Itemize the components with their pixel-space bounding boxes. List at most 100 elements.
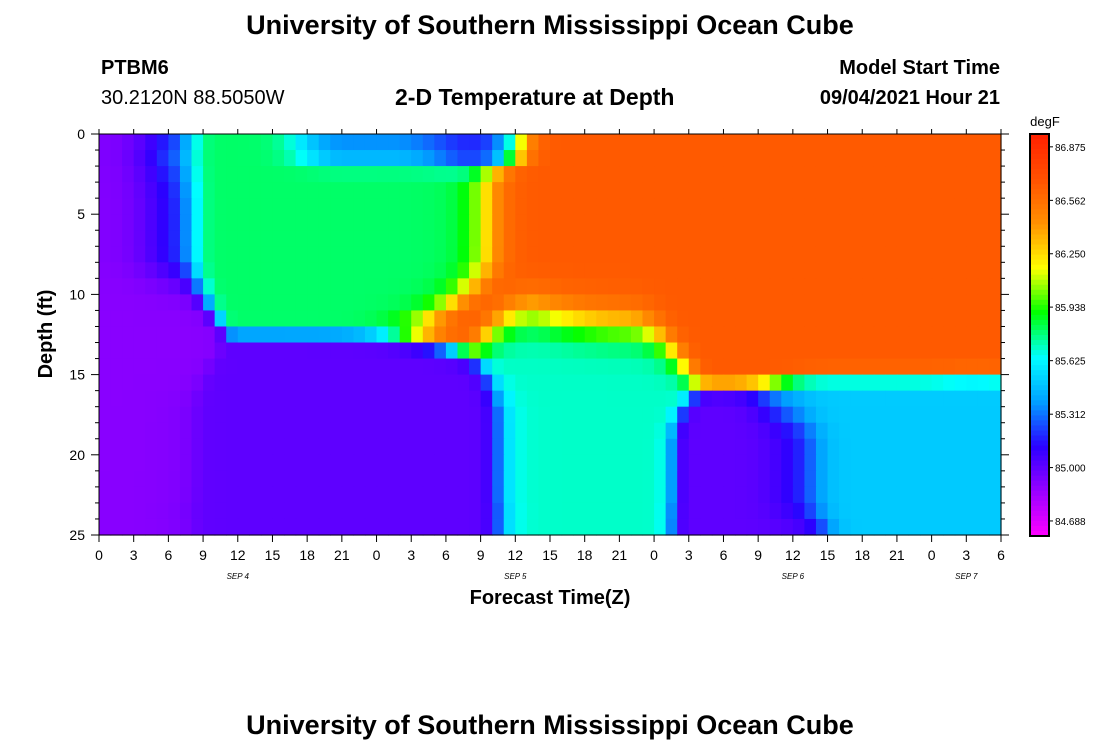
- heatmap-cell: [827, 134, 840, 151]
- heatmap-cell: [295, 342, 308, 360]
- heatmap-cell: [954, 262, 967, 279]
- heatmap-cell: [804, 166, 817, 183]
- heatmap-cell: [896, 214, 910, 231]
- heatmap-cell: [122, 422, 135, 440]
- heatmap-cell: [977, 438, 991, 456]
- heatmap-cell: [815, 246, 829, 263]
- heatmap-cell: [550, 278, 563, 295]
- heatmap-cell: [457, 166, 470, 183]
- heatmap-cell: [260, 150, 274, 167]
- heatmap-cell: [295, 166, 308, 183]
- heatmap-cell: [573, 198, 586, 215]
- heatmap-cell: [908, 486, 921, 504]
- heatmap-cell: [376, 310, 389, 328]
- heatmap-cell: [307, 230, 320, 247]
- heatmap-cell: [399, 454, 412, 472]
- heatmap-cell: [330, 390, 343, 408]
- heatmap-cell: [411, 294, 424, 312]
- date-label: SEP 5: [504, 572, 527, 581]
- heatmap-cell: [376, 262, 389, 279]
- heatmap-cell: [99, 294, 112, 312]
- heatmap-cell: [619, 294, 632, 312]
- heatmap-cell: [538, 390, 551, 408]
- heatmap-cell: [469, 390, 482, 408]
- heatmap-cell: [237, 454, 250, 472]
- heatmap-cell: [735, 470, 748, 488]
- heatmap-cell: [237, 166, 250, 183]
- heatmap-cell: [688, 294, 701, 312]
- heatmap-cell: [573, 486, 586, 504]
- heatmap-cell: [307, 486, 320, 504]
- heatmap-cell: [353, 374, 366, 392]
- heatmap-cell: [503, 470, 516, 488]
- heatmap-cell: [711, 246, 725, 263]
- heatmap-cell: [908, 358, 921, 376]
- x-tick-label: 15: [820, 547, 836, 563]
- heatmap-cell: [619, 422, 632, 440]
- heatmap-cell: [284, 406, 297, 424]
- heatmap-cell: [341, 518, 355, 536]
- heatmap-cell: [573, 310, 586, 328]
- heatmap-cell: [561, 294, 574, 312]
- heatmap-cell: [330, 406, 343, 424]
- heatmap-cell: [99, 278, 112, 295]
- heatmap-cell: [607, 262, 620, 279]
- heatmap-cell: [307, 182, 320, 199]
- heatmap-cell: [804, 294, 817, 312]
- heatmap-cell: [422, 150, 435, 167]
- heatmap-cell: [573, 358, 586, 376]
- heatmap-cell: [133, 486, 146, 504]
- heatmap-cell: [792, 438, 806, 456]
- heatmap-cell: [596, 246, 609, 263]
- heatmap-cell: [353, 246, 366, 263]
- heatmap-cell: [226, 214, 239, 231]
- colorbar-segment: [1030, 164, 1049, 170]
- heatmap-cell: [630, 246, 644, 263]
- heatmap-cell: [931, 182, 944, 199]
- heatmap-cell: [538, 278, 551, 295]
- heatmap-cell: [862, 342, 875, 360]
- heatmap-cell: [341, 134, 355, 151]
- heatmap-cell: [584, 134, 597, 151]
- heatmap-cell: [179, 310, 193, 328]
- heatmap-cell: [526, 374, 540, 392]
- heatmap-cell: [249, 166, 262, 183]
- colorbar-segment: [1030, 289, 1049, 296]
- heatmap-cell: [723, 150, 736, 167]
- heatmap-cell: [515, 502, 528, 520]
- heatmap-cell: [931, 454, 944, 472]
- heatmap-cell: [885, 390, 898, 408]
- heatmap-cell: [307, 198, 320, 215]
- heatmap-cell: [168, 198, 181, 215]
- heatmap-cell: [411, 198, 424, 215]
- heatmap-cell: [307, 134, 320, 151]
- heatmap-cell: [110, 502, 123, 520]
- heatmap-cell: [434, 486, 447, 504]
- heatmap-cell: [804, 358, 817, 376]
- heatmap-cell: [943, 214, 956, 231]
- heatmap-cell: [133, 502, 146, 520]
- heatmap-cell: [226, 518, 239, 536]
- heatmap-cell: [145, 182, 158, 199]
- heatmap-cell: [503, 518, 516, 536]
- heatmap-cell: [156, 278, 169, 295]
- heatmap-cell: [839, 422, 852, 440]
- heatmap-cell: [388, 246, 401, 263]
- heatmap-cell: [145, 198, 158, 215]
- heatmap-cell: [110, 134, 123, 151]
- heatmap-cell: [723, 342, 736, 360]
- heatmap-cell: [920, 246, 933, 263]
- heatmap-cell: [272, 486, 285, 504]
- heatmap-cell: [526, 150, 540, 167]
- heatmap-cell: [237, 342, 250, 360]
- heatmap-cell: [503, 246, 516, 263]
- heatmap-cell: [920, 422, 933, 440]
- heatmap-cell: [931, 246, 944, 263]
- heatmap-cell: [758, 182, 771, 199]
- heatmap-cell: [850, 438, 863, 456]
- heatmap-cell: [711, 486, 725, 504]
- heatmap-cell: [445, 422, 459, 440]
- heatmap-cell: [272, 198, 285, 215]
- heatmap-cell: [492, 422, 505, 440]
- heatmap-cell: [503, 230, 516, 247]
